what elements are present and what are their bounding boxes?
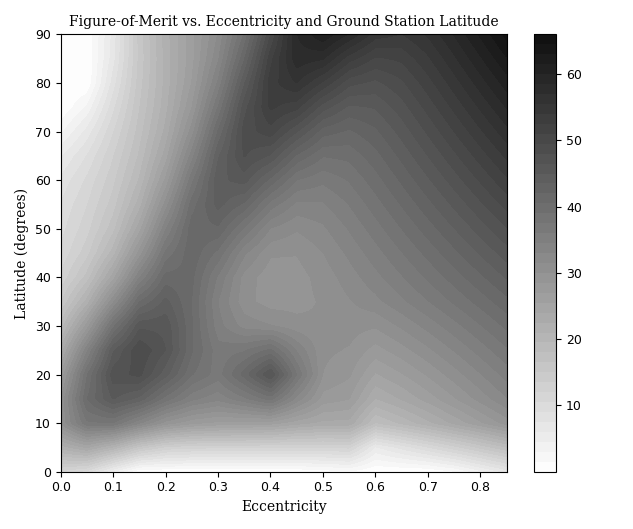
Y-axis label: Latitude (degrees): Latitude (degrees) — [15, 187, 29, 318]
X-axis label: Eccentricity: Eccentricity — [241, 500, 327, 514]
Title: Figure-of-Merit vs. Eccentricity and Ground Station Latitude: Figure-of-Merit vs. Eccentricity and Gro… — [69, 15, 498, 29]
